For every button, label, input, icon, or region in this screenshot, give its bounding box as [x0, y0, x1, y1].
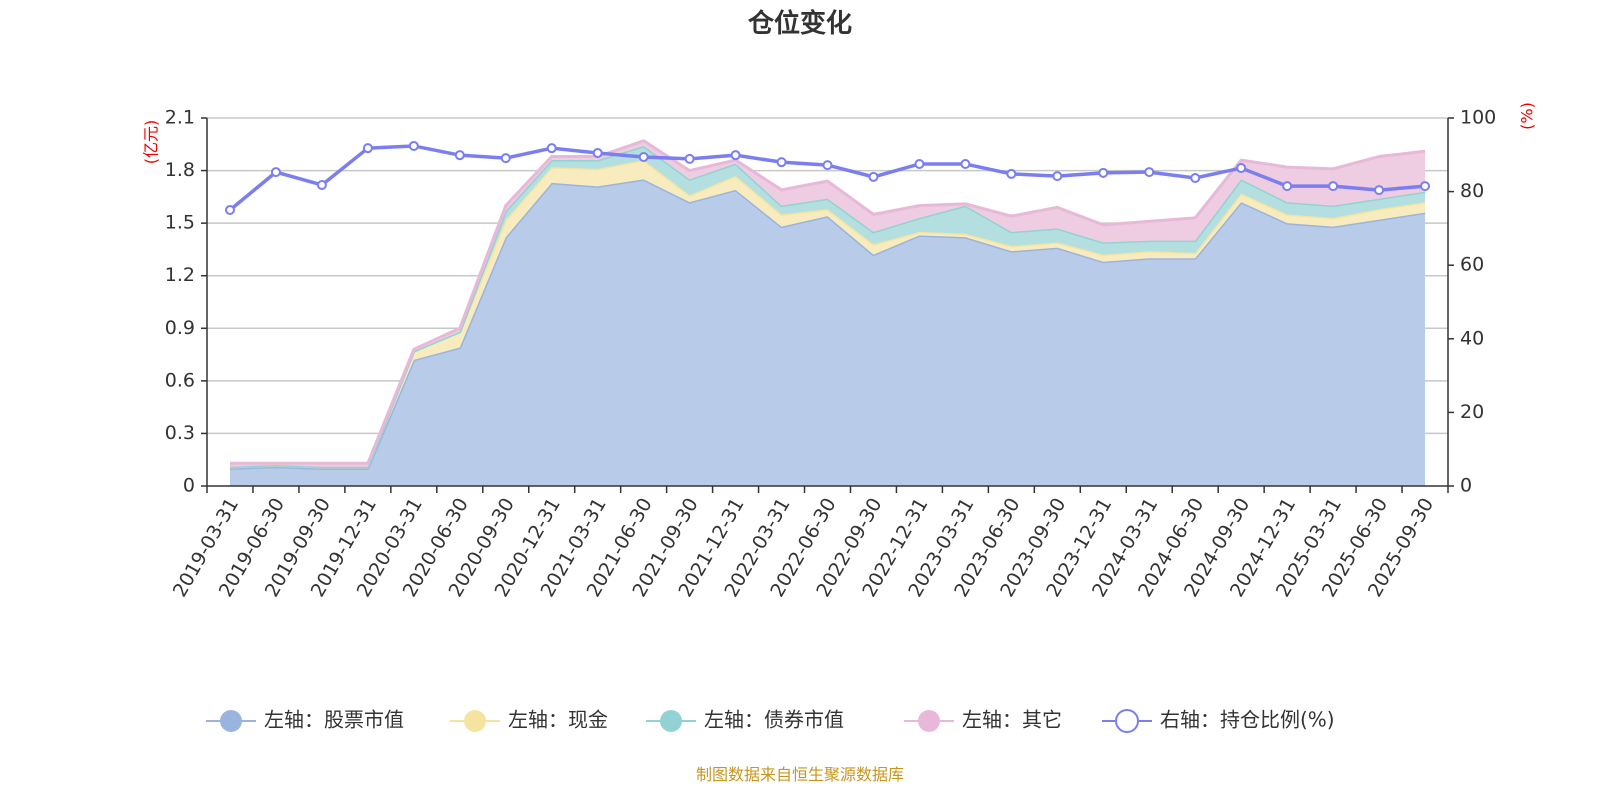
- left-tick-label: 0.6: [165, 369, 195, 391]
- left-tick-label: 0.3: [165, 422, 195, 444]
- ratio-point: [1098, 167, 1109, 178]
- ratio-point: [500, 153, 511, 164]
- ratio-point: [776, 157, 787, 168]
- legend-label: 左轴：其它: [962, 708, 1062, 732]
- legend-label: 右轴：持仓比例(%): [1160, 708, 1335, 732]
- left-tick-label: 2.1: [165, 107, 195, 129]
- right-tick-label: 20: [1460, 401, 1484, 423]
- ratio-point: [730, 150, 741, 161]
- legend-marker: [918, 710, 940, 732]
- left-tick-label: 1.5: [165, 212, 195, 234]
- legend-label: 左轴：股票市值: [264, 708, 404, 732]
- legend-marker: [220, 710, 242, 732]
- ratio-point: [638, 152, 649, 163]
- ratio-point: [316, 179, 327, 190]
- ratio-point: [1144, 167, 1155, 178]
- left-axis-unit: (亿元): [142, 120, 161, 165]
- legend-marker: [1115, 709, 1139, 733]
- ratio-point: [1052, 171, 1063, 182]
- ratio-line: [224, 140, 1431, 215]
- ratio-point: [822, 160, 833, 171]
- area-0: [229, 179, 1426, 487]
- right-tick-label: 60: [1460, 254, 1484, 276]
- ratio-point: [1420, 181, 1431, 192]
- legend-label: 左轴：现金: [508, 708, 608, 732]
- chart-title: 仓位变化: [747, 8, 852, 39]
- right-tick-label: 100: [1460, 107, 1496, 129]
- ratio-point: [1236, 163, 1247, 174]
- area-1: [229, 160, 1426, 469]
- ratio-point: [1006, 168, 1017, 179]
- left-tick-label: 1.8: [165, 159, 195, 181]
- legend: 左轴：股票市值 左轴：现金 左轴：债券市值 左轴：其它 右轴：持仓比例(%): [206, 708, 1335, 733]
- ratio-point: [546, 143, 557, 154]
- area-line-3: [229, 139, 1426, 465]
- right-axis-unit: (%): [1518, 102, 1537, 130]
- footer-source: 制图数据来自恒生聚源数据库: [696, 765, 904, 784]
- ratio-point: [408, 140, 419, 151]
- legend-marker: [464, 710, 486, 732]
- legend-marker: [660, 710, 682, 732]
- ratio-point: [914, 159, 925, 169]
- ratio-point: [1328, 181, 1339, 192]
- ratio-point: [224, 205, 235, 215]
- ratio-point: [454, 150, 465, 161]
- left-tick-label: 0: [183, 475, 195, 497]
- right-tick-label: 40: [1460, 327, 1484, 349]
- ratio-point: [868, 171, 879, 182]
- ratio-point: [1190, 172, 1201, 183]
- ratio-point: [684, 153, 695, 164]
- ratio-point: [1282, 181, 1293, 192]
- ratio-point: [270, 167, 281, 178]
- right-tick-label: 80: [1460, 180, 1484, 202]
- left-tick-label: 0.9: [165, 317, 195, 339]
- ratio-point: [960, 159, 971, 169]
- ratio-point: [1374, 185, 1385, 196]
- ratio-point: [592, 147, 603, 158]
- stacked-areas: [229, 139, 1426, 487]
- legend-label: 左轴：债券市值: [704, 708, 844, 732]
- right-tick-label: 0: [1460, 475, 1472, 497]
- ratio-point: [362, 143, 373, 154]
- left-tick-label: 1.2: [165, 264, 195, 286]
